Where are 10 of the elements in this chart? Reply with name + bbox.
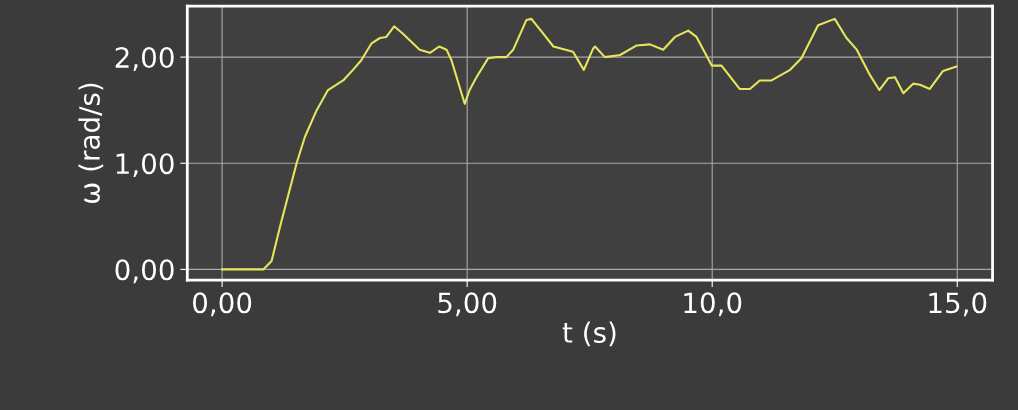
y-tick-label: 0,00 <box>115 259 174 284</box>
x-tick-label: 0,00 <box>193 292 252 317</box>
y-axis-title: ω (rad/s) <box>78 83 104 204</box>
x-tick-label: 10,0 <box>684 292 742 317</box>
x-tick-label: 5,00 <box>438 292 497 317</box>
y-tick-label: 1,00 <box>116 153 174 178</box>
y-tick-label: 2,00 <box>115 47 174 71</box>
x-axis-title: t (s) <box>562 321 616 347</box>
line-series <box>221 17 958 271</box>
x-tick-label: 15,0 <box>929 292 987 317</box>
